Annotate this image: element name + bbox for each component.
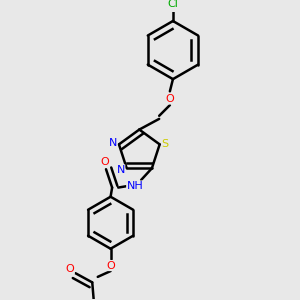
Text: N: N xyxy=(116,165,125,175)
Text: O: O xyxy=(100,157,109,166)
Text: S: S xyxy=(162,140,169,149)
Text: NH: NH xyxy=(127,181,143,191)
Text: Cl: Cl xyxy=(167,0,178,9)
Text: N: N xyxy=(109,138,117,148)
Text: O: O xyxy=(106,261,115,271)
Text: O: O xyxy=(166,94,174,104)
Text: O: O xyxy=(65,264,74,274)
